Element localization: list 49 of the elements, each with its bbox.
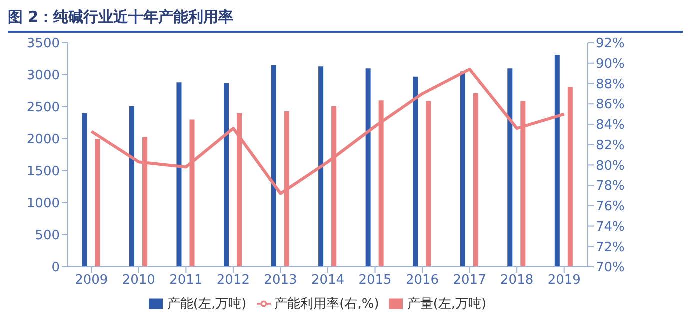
bar: [224, 83, 229, 267]
y2-tick-label: 84%: [596, 118, 625, 134]
bar: [176, 82, 182, 267]
y2-tick-label: 92%: [596, 36, 625, 52]
y2-tick-label: 78%: [596, 179, 625, 194]
bar: [554, 55, 560, 267]
legend-label: 产能(左,万吨): [167, 297, 247, 312]
y2-tick-label: 70%: [596, 260, 625, 276]
bar: [413, 76, 418, 267]
x-tick-label: 2019: [548, 273, 581, 288]
y2-tick-label: 76%: [596, 200, 625, 215]
y2-tick-label: 90%: [596, 56, 625, 72]
bar: [460, 72, 466, 267]
y2-tick-label: 82%: [596, 138, 625, 154]
x-tick-label: 2015: [358, 273, 392, 288]
bar: [366, 68, 371, 267]
x-tick-label: 2017: [453, 273, 486, 288]
x-tick-label: 2014: [311, 273, 345, 288]
x-tick-label: 2011: [170, 273, 203, 288]
legend-label: 产能利用率(右,%): [274, 297, 380, 312]
y-tick-label: 2500: [26, 100, 60, 116]
bar: [426, 101, 432, 267]
chart-title: 图 2：纯碱行业近十年产能利用率: [8, 8, 683, 33]
y-tick-label: 3000: [26, 68, 60, 84]
x-tick-label: 2018: [500, 273, 534, 288]
bar: [271, 65, 276, 267]
x-tick-label: 2016: [406, 273, 440, 288]
bar: [318, 66, 324, 267]
y-tick-label: 2000: [26, 132, 60, 148]
bar: [473, 94, 478, 267]
legend-label: 产量(左,万吨): [407, 297, 487, 312]
y-tick-label: 1500: [26, 164, 60, 180]
y2-tick-label: 72%: [596, 240, 625, 256]
x-tick-label: 2012: [216, 273, 250, 288]
x-tick-label: 2009: [75, 273, 108, 288]
y2-tick-label: 86%: [596, 98, 625, 113]
x-tick-label: 2010: [122, 273, 156, 288]
bar: [82, 113, 88, 267]
bar: [129, 106, 134, 267]
y-tick-label: 1000: [26, 196, 60, 212]
bar: [568, 87, 573, 267]
y-tick-label: 500: [35, 228, 60, 244]
bar: [508, 68, 513, 267]
y2-tick-label: 74%: [596, 220, 625, 235]
y2-tick-label: 88%: [596, 77, 625, 92]
x-tick-label: 2013: [264, 273, 298, 288]
y-tick-label: 0: [52, 260, 60, 276]
y-tick-label: 3500: [26, 36, 60, 52]
y2-tick-label: 80%: [596, 158, 625, 174]
